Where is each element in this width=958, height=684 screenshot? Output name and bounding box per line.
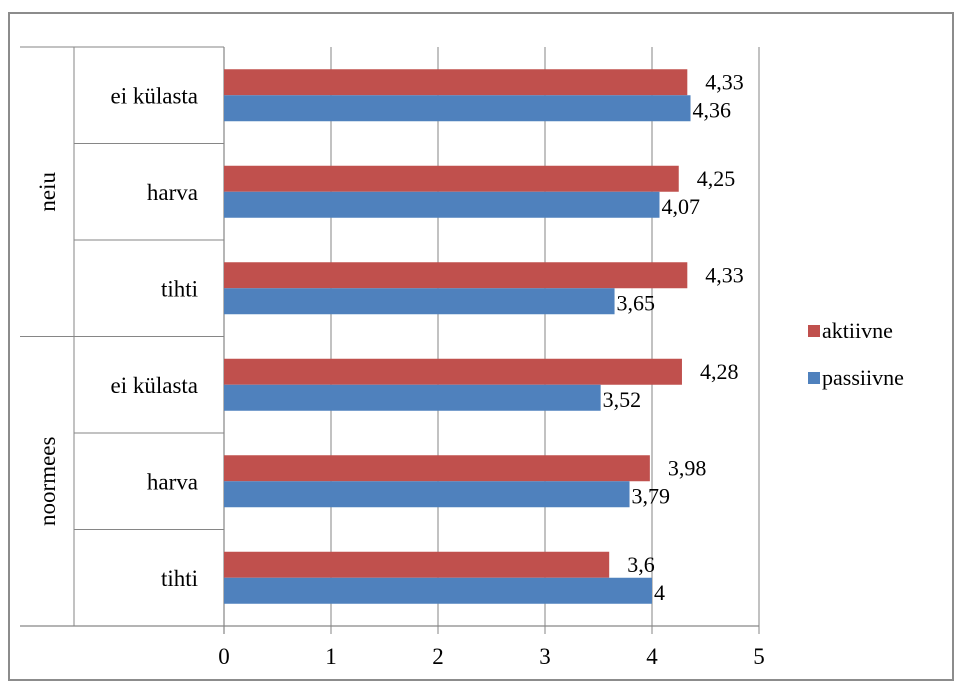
data-label-aktiivne: 4,28 [700, 359, 739, 384]
category-label: harva [147, 180, 198, 205]
bar-chart: 0 1 2 3 4 5 ei külasta harva tihti neiu ei külasta… [20, 46, 904, 669]
data-label-aktiivne: 4,25 [697, 166, 736, 191]
category-label: tihti [161, 566, 198, 591]
x-tick-label: 1 [325, 644, 337, 669]
group-label: noormees [35, 436, 60, 525]
bar-passiivne [224, 481, 630, 508]
data-label-passiivne: 3,52 [603, 387, 642, 412]
bar-passiivne [224, 577, 652, 604]
data-label-aktiivne: 4,33 [705, 262, 744, 287]
x-tick-label: 5 [753, 644, 765, 669]
bar-passiivne [224, 384, 601, 411]
x-tick-label: 4 [646, 644, 658, 669]
category-label: harva [147, 469, 198, 494]
legend-label-passiivne: passiivne [822, 365, 904, 390]
data-label-passiivne: 4 [654, 580, 665, 605]
bar-aktiivne [224, 69, 688, 96]
data-label-passiivne: 4,07 [661, 194, 700, 219]
bar-passiivne [224, 288, 615, 315]
bar-aktiivne [224, 551, 610, 578]
data-label-passiivne: 3,65 [617, 290, 656, 315]
category-label: tihti [161, 276, 198, 301]
data-label-aktiivne: 4,33 [705, 69, 744, 94]
data-label-aktiivne: 3,6 [627, 552, 655, 577]
bar-aktiivne [224, 358, 682, 385]
bar-passiivne [224, 191, 660, 218]
legend-swatch-aktiivne [808, 325, 820, 337]
bar-aktiivne [224, 165, 679, 192]
bar-aktiivne [224, 455, 650, 482]
legend-label-aktiivne: aktiivne [822, 318, 893, 343]
data-label-passiivne: 3,79 [632, 483, 671, 508]
data-label-passiivne: 4,36 [693, 97, 732, 122]
category-label: ei külasta [111, 373, 199, 398]
data-label-aktiivne: 3,98 [668, 455, 707, 480]
x-tick-label: 0 [218, 644, 230, 669]
category-label: ei külasta [111, 83, 199, 108]
bar-passiivne [224, 95, 691, 122]
x-tick-label: 3 [539, 644, 551, 669]
legend-swatch-passiivne [808, 372, 820, 384]
group-label: neiu [35, 171, 60, 211]
chart-frame: 0 1 2 3 4 5 ei külasta harva tihti neiu ei külasta… [8, 12, 954, 681]
bar-aktiivne [224, 262, 688, 289]
x-tick-label: 2 [432, 644, 444, 669]
